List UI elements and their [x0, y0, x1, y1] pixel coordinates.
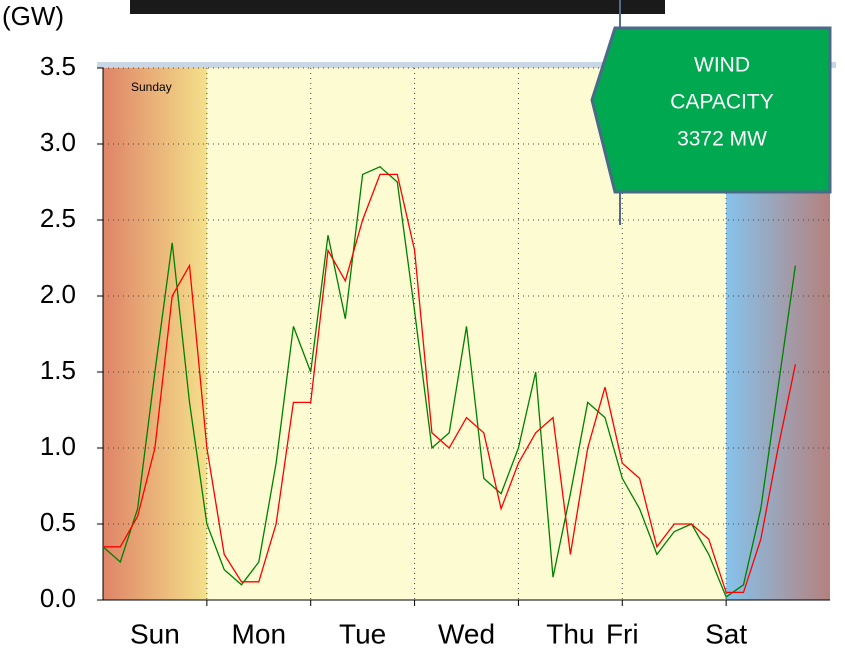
x-tick-label: Thu	[546, 618, 594, 649]
top-image-strip	[130, 0, 665, 14]
chart: Sunday 0.0 0.5 1.0 1.5 2.0 2.5 3.0 3.5 Sun Mon Tue W…	[0, 0, 845, 653]
x-tick-label: Tue	[339, 618, 386, 649]
sunday-band	[103, 68, 207, 600]
y-tick-label: 0.5	[40, 507, 76, 537]
x-tick-label: Fri	[606, 618, 639, 649]
y-unit: (GW)	[2, 1, 64, 31]
band-label: Sunday	[131, 80, 172, 94]
x-tick-label: Mon	[232, 618, 286, 649]
y-tick-label: 0.0	[40, 583, 76, 613]
callout: WIND CAPACITY 3372 MW	[592, 0, 830, 225]
callout-line: WIND	[694, 54, 750, 77]
x-tick-label: Wed	[438, 618, 495, 649]
y-tick-label: 3.0	[40, 127, 76, 157]
x-tick-label: Sat	[705, 618, 747, 649]
y-tick-label: 2.0	[40, 279, 76, 309]
y-tick-label: 1.0	[40, 431, 76, 461]
y-tick-label: 2.5	[40, 203, 76, 233]
callout-line: CAPACITY	[670, 91, 773, 114]
y-tick-label: 1.5	[40, 355, 76, 385]
y-tick-label: 3.5	[40, 51, 76, 81]
callout-line: 3372 MW	[677, 128, 767, 151]
x-tick-label: Sun	[130, 618, 180, 649]
